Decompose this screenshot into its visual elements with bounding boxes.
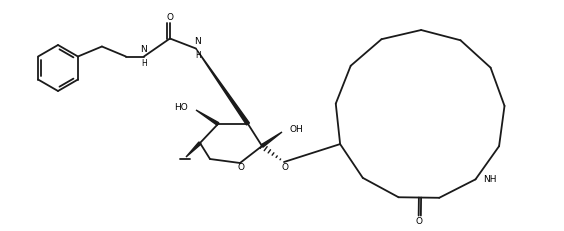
Text: O: O [415,217,422,226]
Text: NH: NH [483,175,497,184]
Text: N: N [140,45,147,54]
Polygon shape [196,110,219,125]
Text: H: H [195,52,201,61]
Text: N: N [195,36,201,46]
Text: OH: OH [290,125,304,134]
Polygon shape [196,49,249,125]
Text: O: O [166,13,173,22]
Text: H: H [141,60,147,69]
Text: HO: HO [174,103,188,112]
Polygon shape [261,132,282,147]
Text: O: O [237,164,245,173]
Text: O: O [281,164,289,173]
Polygon shape [186,142,201,157]
